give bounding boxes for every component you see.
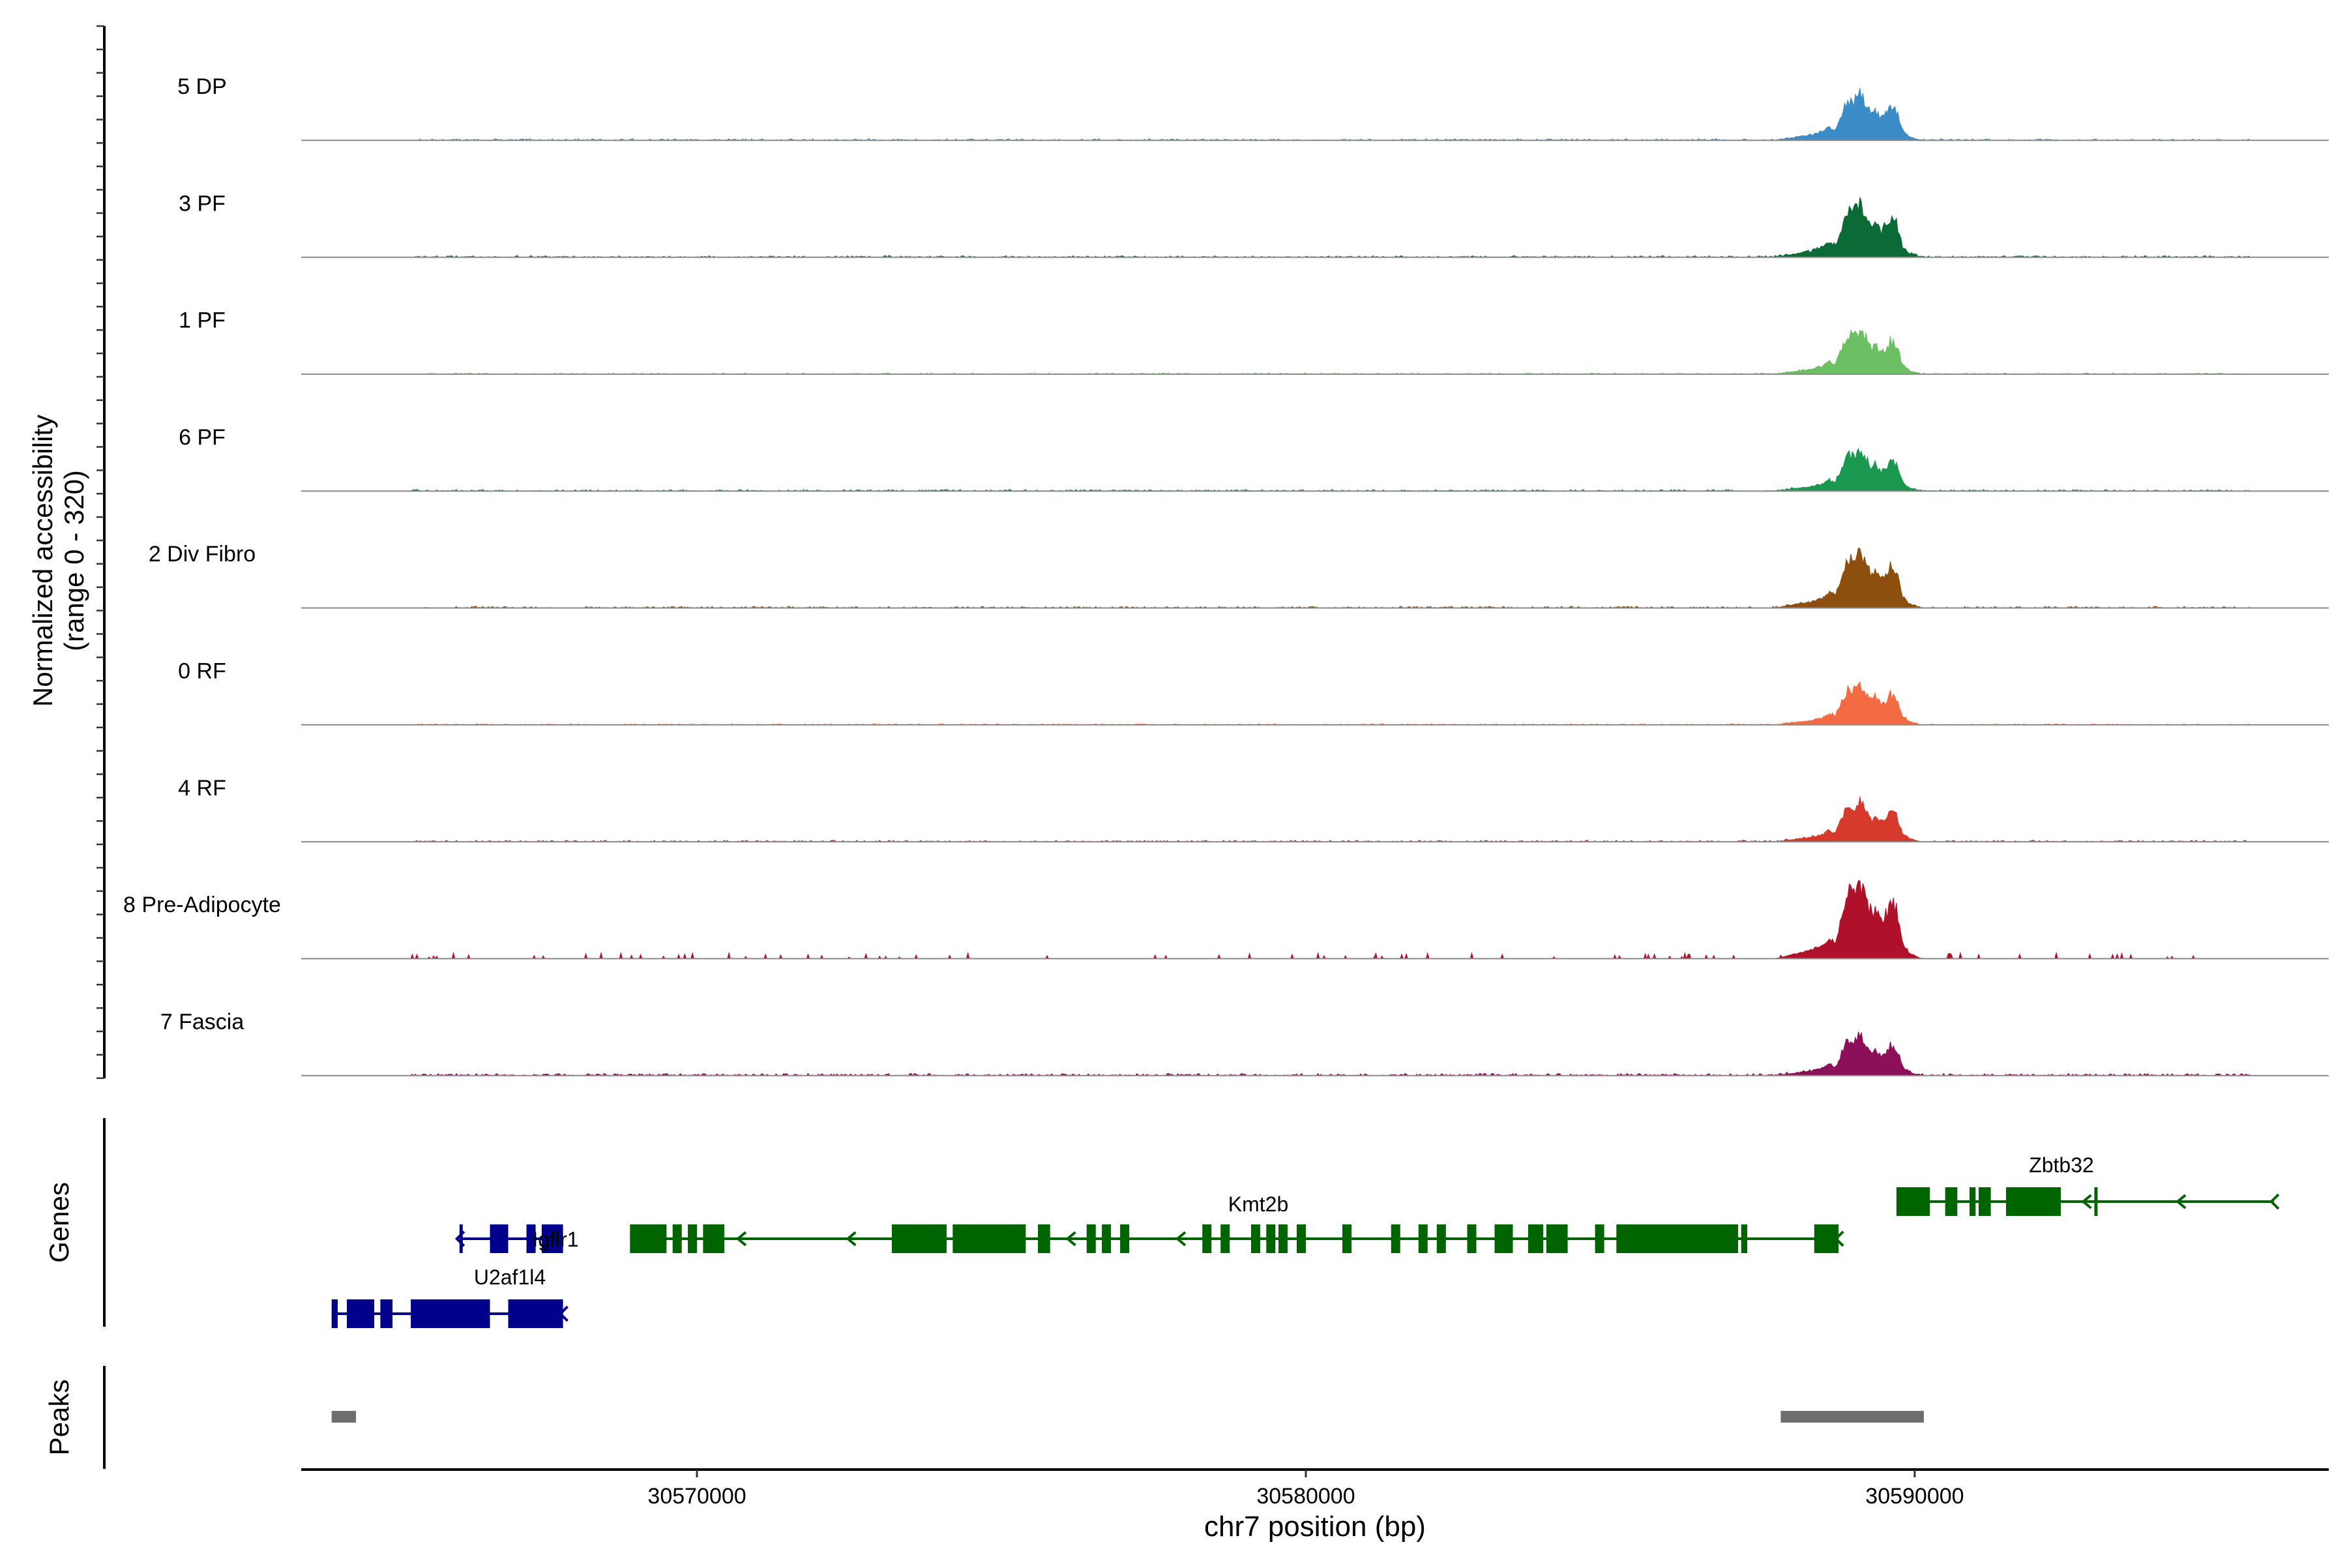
gene-kmt2b-exon — [688, 1224, 698, 1253]
track-label: 4 RF — [178, 776, 226, 801]
coverage-area-2-div-fibro — [410, 547, 2251, 609]
gene-kmt2b-exon — [1250, 1224, 1260, 1253]
y-axis-label-line2: (range 0 - 320) — [59, 470, 89, 651]
gene-kmt2b-exon — [630, 1224, 667, 1253]
gene-kmt2b-exon — [1278, 1224, 1288, 1253]
gene-zbtb32-strand-arrow — [2081, 1194, 2092, 1209]
gene-kmt2b-exon — [1391, 1224, 1400, 1253]
gene-u2af1l4-exon — [331, 1299, 338, 1328]
gene-u2af1l4-exon — [508, 1299, 563, 1328]
coverage-area-5-dp — [411, 87, 2251, 141]
gene-kmt2b-exon — [1418, 1224, 1428, 1253]
gene-zbtb32-exon — [1978, 1187, 1991, 1216]
gene-zbtb32-exon — [2006, 1187, 2061, 1216]
gene-kmt2b-exon — [1528, 1224, 1544, 1253]
x-axis-ticks: 30570000 30580000 30590000 — [647, 1470, 1964, 1509]
gene-kmt2b-strand-arrow — [846, 1231, 857, 1247]
gene-label-zbtb32: Zbtb32 — [2029, 1153, 2094, 1177]
gene-label-kmt2b: Kmt2b — [1228, 1192, 1288, 1216]
gene-zbtb32-exon — [1969, 1187, 1976, 1216]
gene-kmt2b-exon — [1220, 1224, 1230, 1253]
coverage-area-0-rf — [410, 681, 2251, 726]
gene-kmt2b-exon — [1266, 1224, 1276, 1253]
gene-kmt2b-exon — [1102, 1224, 1112, 1253]
gene-zbtb32-exon — [2094, 1187, 2098, 1216]
coverage-area-6-pf — [410, 447, 2251, 492]
coverage-area-3-pf — [410, 197, 2251, 258]
genes: Igflr1 U2af1l4 Kmt2b Zbtb32 — [331, 1153, 2280, 1328]
gene-kmt2b-strand-arrow — [1065, 1231, 1076, 1247]
coverage-area-8-pre-adipocyte — [410, 880, 2250, 960]
gene-kmt2b-exon — [1546, 1224, 1568, 1253]
gene-igflr1-exon — [541, 1224, 563, 1253]
gene-u2af1l4-exon — [411, 1299, 490, 1328]
gene-kmt2b-end-arrow — [1834, 1230, 1844, 1247]
gene-kmt2b-exon — [1038, 1224, 1050, 1253]
x-tick-label: 30580000 — [1256, 1484, 1355, 1509]
gene-igflr1-end-arrow — [454, 1230, 465, 1247]
gene-kmt2b-exon — [672, 1224, 682, 1253]
gene-kmt2b-exon — [1595, 1224, 1604, 1253]
gene-kmt2b-exon — [1086, 1224, 1096, 1253]
gene-kmt2b-exon — [1494, 1224, 1513, 1253]
track-label: 1 PF — [179, 308, 226, 333]
gene-u2af1l4-exon — [380, 1299, 393, 1328]
track-label: 8 Pre-Adipocyte — [123, 893, 281, 917]
gene-kmt2b-strand-arrow — [1175, 1231, 1187, 1247]
track-label: 5 DP — [177, 74, 227, 99]
gene-kmt2b-strand-arrow — [735, 1231, 747, 1247]
gene-kmt2b-exon — [1120, 1224, 1130, 1253]
gene-label-igflr1: Igflr1 — [532, 1228, 578, 1251]
gene-kmt2b-exon — [952, 1224, 1026, 1253]
track-label: 0 RF — [178, 659, 226, 684]
gene-u2af1l4-exon — [347, 1299, 375, 1328]
gene-kmt2b-exon — [1616, 1224, 1739, 1253]
gene-zbtb32-end-arrow — [2269, 1193, 2280, 1210]
peaks-panel-label: Peaks — [44, 1380, 74, 1456]
gene-u2af1l4-end-arrow — [558, 1305, 569, 1322]
peak-region — [1780, 1411, 1924, 1423]
coverage-area-4-rf — [410, 796, 2251, 842]
x-tick-label: 30570000 — [647, 1484, 746, 1509]
gene-kmt2b-exon — [891, 1224, 947, 1253]
gene-igflr1-exon — [490, 1224, 509, 1253]
y-axis-label-line1: Normalized accessibility — [27, 415, 58, 707]
gene-kmt2b-exon — [1202, 1224, 1212, 1253]
gene-kmt2b-exon — [1741, 1224, 1748, 1253]
track-label: 2 Div Fibro — [149, 542, 256, 567]
peaks — [331, 1411, 1924, 1423]
track-label: 7 Fascia — [160, 1009, 244, 1034]
coverage-area-1-pf — [410, 329, 2250, 375]
x-axis-label: chr7 position (bp) — [1204, 1511, 1426, 1543]
x-tick-label: 30590000 — [1865, 1484, 1964, 1509]
track-label: 6 PF — [179, 425, 226, 450]
gene-zbtb32-strand-arrow — [2176, 1194, 2187, 1209]
peak-region — [331, 1411, 357, 1423]
gene-label-u2af1l4: U2af1l4 — [474, 1265, 546, 1289]
genes-panel-label: Genes — [44, 1182, 74, 1263]
gene-kmt2b-exon — [1467, 1224, 1477, 1253]
gene-igflr1-exon — [526, 1224, 536, 1253]
gene-kmt2b-exon — [1296, 1224, 1306, 1253]
gene-zbtb32-exon — [1896, 1187, 1930, 1216]
coverage-area-7-fascia — [410, 1031, 2251, 1076]
gene-kmt2b-exon — [703, 1224, 725, 1253]
gene-kmt2b-exon — [1342, 1224, 1352, 1253]
track-y-axis — [96, 25, 106, 1079]
gene-zbtb32-exon — [1945, 1187, 1958, 1216]
gene-igflr1-exon — [459, 1224, 463, 1253]
track-label: 3 PF — [179, 191, 226, 216]
tracks: 5 DP 3 PF 1 PF 6 PF 2 Div Fibro 0 RF 4 RF 8 Pre… — [123, 74, 2329, 1076]
gene-kmt2b-exon — [1436, 1224, 1446, 1253]
